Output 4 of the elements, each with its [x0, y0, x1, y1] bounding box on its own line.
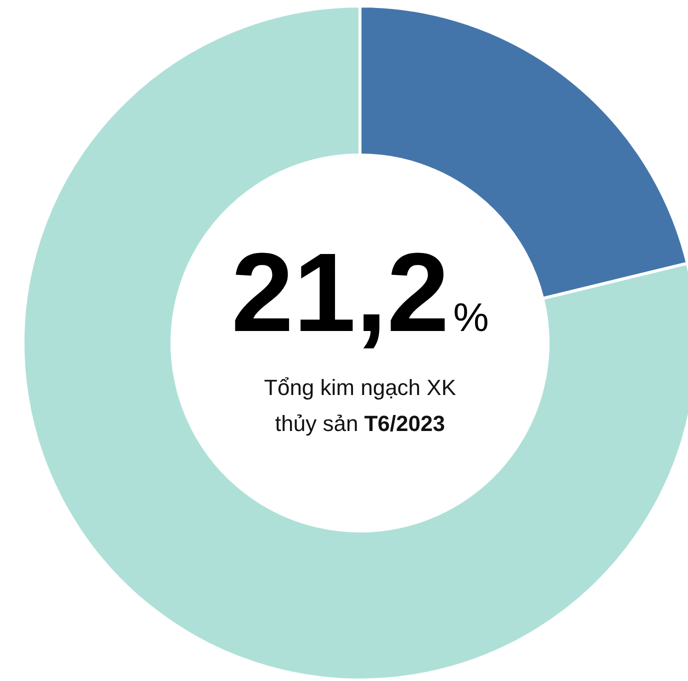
text: thủy sản	[275, 411, 358, 436]
text: T6/2023	[364, 411, 445, 436]
text: 21,2%	[231, 230, 489, 355]
text: Tổng kim ngạch XK	[264, 375, 456, 400]
